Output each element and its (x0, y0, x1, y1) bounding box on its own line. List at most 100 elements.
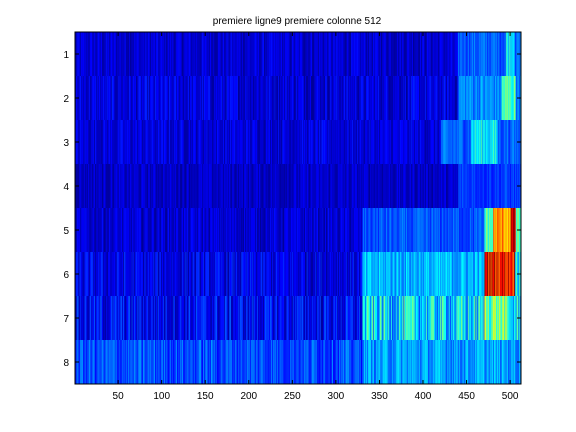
heatmap-cell (225, 120, 227, 164)
heatmap-cell (290, 208, 292, 252)
heatmap-cell (379, 296, 382, 340)
heatmap-cell (89, 120, 92, 164)
heatmap-cell (129, 32, 132, 76)
heatmap-cell (474, 76, 477, 120)
heatmap-cell (387, 76, 389, 120)
heatmap-cell (203, 32, 205, 76)
heatmap-cell (241, 208, 243, 252)
heatmap-cell (306, 164, 308, 208)
heatmap-cell (164, 76, 166, 120)
heatmap-cell (162, 252, 165, 296)
heatmap-cell (321, 76, 323, 120)
heatmap-cell (181, 340, 183, 384)
heatmap-cell (324, 120, 326, 164)
heatmap-cell (130, 296, 133, 340)
heatmap-cell (379, 340, 382, 384)
heatmap-cell (176, 208, 178, 252)
heatmap-cell (503, 208, 505, 252)
heatmap-cell (123, 296, 126, 340)
heatmap-cell (215, 32, 217, 76)
heatmap-cell (515, 252, 518, 296)
heatmap-cell (438, 340, 440, 384)
heatmap-cell (231, 208, 234, 252)
heatmap-cell (448, 252, 450, 296)
heatmap-cell (131, 32, 133, 76)
heatmap-cell (425, 208, 427, 252)
heatmap-cell (347, 32, 349, 76)
heatmap-cell (111, 208, 113, 252)
heatmap-cell (223, 164, 225, 208)
heatmap-cell (123, 164, 126, 208)
heatmap-cell (359, 340, 362, 384)
heatmap-cell (413, 252, 416, 296)
heatmap-cell (282, 120, 284, 164)
heatmap-cell (172, 164, 174, 208)
heatmap-cell (100, 252, 102, 296)
heatmap-cell (514, 76, 516, 120)
heatmap-cell (215, 296, 217, 340)
heatmap-cell (456, 252, 458, 296)
heatmap-cell (179, 120, 181, 164)
heatmap-cell (387, 296, 389, 340)
heatmap-cell (385, 76, 388, 120)
heatmap-cell (180, 340, 182, 384)
heatmap-cell (439, 340, 442, 384)
heatmap-cell (463, 32, 465, 76)
heatmap-cell (106, 296, 108, 340)
heatmap-cell (218, 296, 221, 340)
heatmap-cell (231, 340, 234, 384)
heatmap-cell (117, 164, 119, 208)
heatmap-cell (215, 76, 217, 120)
heatmap-cell (78, 76, 80, 120)
heatmap-cell (107, 252, 109, 296)
heatmap-cell (131, 208, 133, 252)
heatmap-cell (147, 340, 149, 384)
heatmap-cell (480, 120, 483, 164)
heatmap-cell (308, 252, 310, 296)
heatmap-cell (177, 340, 180, 384)
heatmap-cell (88, 32, 90, 76)
heatmap-cell (397, 76, 399, 120)
heatmap-cell (201, 252, 203, 296)
heatmap-cell (264, 164, 267, 208)
heatmap-cell (227, 340, 229, 384)
heatmap-cell (84, 32, 86, 76)
heatmap-cell (464, 252, 466, 296)
heatmap-cell (507, 120, 509, 164)
heatmap-cell (283, 296, 285, 340)
heatmap-cell (509, 296, 511, 340)
heatmap-cell (418, 252, 420, 296)
heatmap-cell (79, 296, 81, 340)
heatmap-cell (129, 340, 132, 384)
heatmap-cell (205, 208, 207, 252)
heatmap-cell (358, 340, 361, 384)
heatmap-cell (437, 296, 439, 340)
heatmap-cell (165, 120, 167, 164)
heatmap-cell (255, 164, 257, 208)
heatmap-cell (484, 120, 486, 164)
heatmap-cell (503, 340, 505, 384)
heatmap-cell (230, 208, 233, 252)
heatmap-cell (294, 120, 296, 164)
heatmap-cell (510, 76, 512, 120)
heatmap-cell (436, 164, 438, 208)
heatmap-cell (462, 208, 464, 252)
heatmap-cell (212, 76, 214, 120)
heatmap-cell (333, 76, 335, 120)
heatmap-cell (382, 296, 384, 340)
heatmap-cell (480, 340, 482, 384)
heatmap-cell (477, 252, 479, 296)
heatmap-cell (479, 32, 481, 76)
heatmap-cell (102, 208, 105, 252)
heatmap-cell (438, 252, 440, 296)
heatmap-cell (324, 208, 326, 252)
heatmap-cell (142, 340, 145, 384)
heatmap-cell (424, 76, 426, 120)
heatmap-cell (356, 76, 358, 120)
heatmap-cell (355, 32, 357, 76)
heatmap-cell (363, 252, 365, 296)
heatmap-cell (301, 252, 303, 296)
heatmap-cell (359, 296, 362, 340)
heatmap-cell (142, 208, 145, 252)
